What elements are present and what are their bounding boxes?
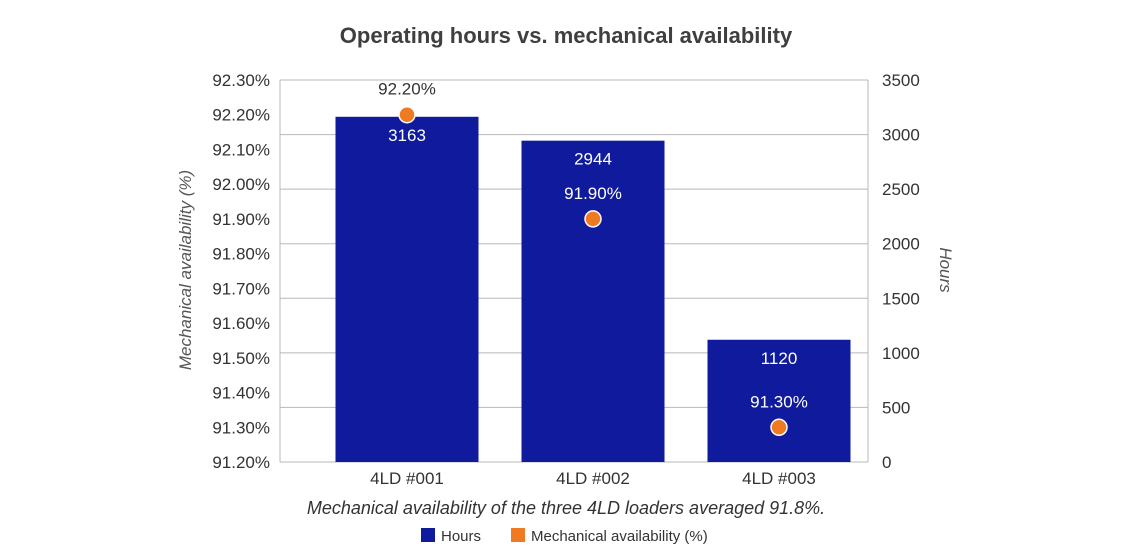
- left-tick-label: 91.20%: [212, 453, 270, 472]
- availability-point: [584, 210, 602, 228]
- category-labels: 4LD #001 4LD #002 4LD #003: [370, 469, 816, 488]
- left-tick-label: 92.30%: [212, 71, 270, 90]
- left-tick-label: 91.40%: [212, 384, 270, 403]
- right-tick-label: 1500: [882, 289, 920, 308]
- left-tick-label: 92.00%: [212, 175, 270, 194]
- bar-hours: [521, 140, 665, 463]
- availability-point: [398, 105, 416, 124]
- bar-value-label: 2944: [574, 150, 612, 169]
- right-tick-label: 3500: [882, 71, 920, 90]
- category-label: 4LD #002: [556, 469, 630, 488]
- left-tick-label: 91.90%: [212, 210, 270, 229]
- availability-value-label: 92.20%: [378, 80, 436, 99]
- chart-caption: Mechanical availability of the three 4LD…: [307, 498, 825, 518]
- chart-title: Operating hours vs. mechanical availabil…: [340, 23, 793, 48]
- left-tick-label: 91.70%: [212, 279, 270, 298]
- availability-value-label: 91.30%: [750, 392, 808, 411]
- bar-hours: [707, 339, 851, 462]
- availability-value-label: 91.90%: [564, 184, 622, 203]
- left-tick-label: 91.80%: [212, 245, 270, 264]
- right-tick-label: 2500: [882, 180, 920, 199]
- left-axis-ticks: 92.30% 92.20% 92.10% 92.00% 91.90% 91.80% 91.7…: [212, 71, 270, 472]
- right-axis-ticks: 3500 3000 2500 2000 1500 1000 500 0: [882, 71, 920, 472]
- left-tick-label: 92.20%: [212, 106, 270, 125]
- availability-points: 92.20% 91.90% 91.30%: [378, 80, 808, 437]
- legend: Hours Mechanical availability (%): [421, 528, 708, 545]
- legend-swatch-availability: [511, 528, 525, 542]
- right-tick-label: 2000: [882, 235, 920, 254]
- availability-point: [770, 418, 788, 437]
- legend-label-availability: Mechanical availability (%): [531, 528, 708, 545]
- right-tick-label: 1000: [882, 344, 920, 363]
- bar-value-label: 1120: [761, 349, 798, 368]
- category-label: 4LD #001: [370, 469, 444, 488]
- legend-label-hours: Hours: [441, 528, 481, 545]
- left-tick-label: 91.30%: [212, 418, 270, 437]
- left-tick-label: 91.50%: [212, 349, 270, 368]
- bar-value-label: 3163: [388, 126, 426, 145]
- left-tick-label: 91.60%: [212, 314, 270, 333]
- category-label: 4LD #003: [742, 469, 816, 488]
- bar-hours: [335, 116, 479, 463]
- left-axis-label: Mechanical availability (%): [176, 170, 195, 370]
- hours-bars: 3163 2944 1120: [335, 116, 851, 463]
- right-tick-label: 3000: [882, 126, 920, 145]
- right-tick-label: 0: [882, 453, 891, 472]
- right-tick-label: 500: [882, 398, 910, 417]
- left-tick-label: 92.10%: [212, 140, 270, 159]
- right-axis-label: Hours: [936, 247, 955, 293]
- legend-swatch-hours: [421, 528, 435, 542]
